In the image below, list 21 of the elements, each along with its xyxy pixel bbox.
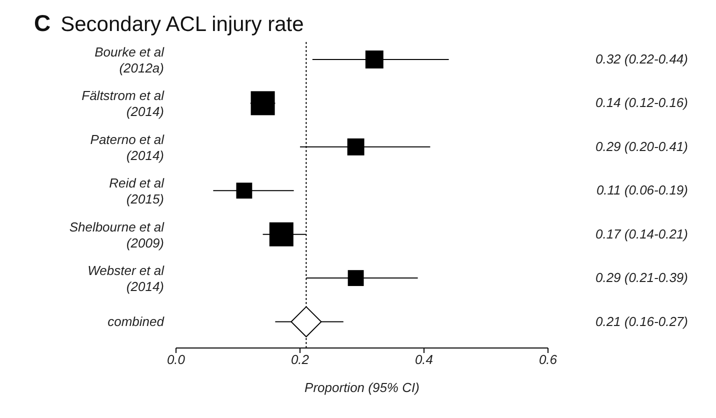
chart-title: Secondary ACL injury rate — [60, 13, 304, 36]
x-tick-label: 0.4 — [414, 352, 434, 368]
text: 0.17 (0.14-0.21) — [595, 226, 688, 242]
x-tick-label: 0.2 — [290, 352, 310, 368]
x-axis-title: Proportion (95% CI) — [304, 380, 420, 395]
x-tick-label: 0.0 — [166, 352, 186, 368]
text: 0.14 (0.12-0.16) — [595, 95, 688, 110]
text: 0.29 (0.20-0.41) — [595, 138, 688, 154]
text: 0.32 (0.22-0.44) — [595, 51, 688, 66]
y-tick-label: combined — [108, 314, 165, 329]
y-tick-label: Paterno et al (2014) — [90, 132, 166, 163]
y-tick-label: Shelbourne et al (2009) — [69, 219, 166, 250]
y-tick-label: Fältstrom et al (2014) — [82, 88, 166, 120]
y-tick-label: Webster et al (2014) — [88, 263, 166, 294]
text: 0.21 (0.16-0.27) — [595, 314, 688, 329]
x-tick-label: 0.6 — [538, 352, 558, 368]
text: 0.11 (0.06-0.19) — [596, 182, 688, 198]
y-tick-label: Bourke et al (2012a) — [94, 44, 166, 76]
text: C — [34, 10, 51, 36]
text: 0.29 (0.21-0.39) — [595, 270, 688, 286]
y-tick-label: Reid et al (2015) — [109, 176, 166, 207]
